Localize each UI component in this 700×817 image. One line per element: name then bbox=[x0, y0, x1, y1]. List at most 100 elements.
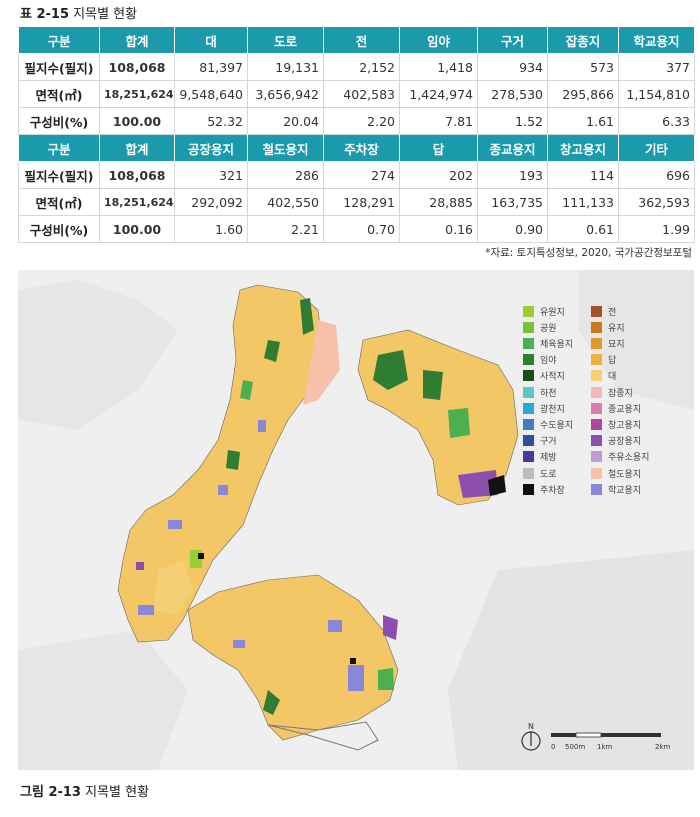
table-cell: 402,583 bbox=[323, 80, 400, 108]
table-cell: 2.20 bbox=[323, 107, 400, 135]
legend-label: 광천지 bbox=[540, 404, 565, 415]
legend-label: 유지 bbox=[608, 323, 625, 334]
figure-caption-label: 그림 2-13 bbox=[20, 785, 81, 800]
column-header: 종교용지 bbox=[477, 134, 548, 162]
legend-item: 대 bbox=[591, 368, 616, 384]
legend-item: 종교용지 bbox=[591, 400, 641, 416]
legend-swatch bbox=[523, 402, 534, 414]
legend-label: 구거 bbox=[540, 437, 557, 448]
column-header: 구거 bbox=[477, 26, 548, 54]
column-header: 구분 bbox=[18, 134, 100, 162]
legend-swatch bbox=[591, 337, 602, 349]
legend-item: 주유소용지 bbox=[591, 449, 649, 465]
table-cell: 2.21 bbox=[247, 215, 324, 243]
south-island bbox=[187, 574, 399, 741]
table-cell: 402,550 bbox=[247, 188, 324, 216]
row-header: 필지수(필지) bbox=[18, 53, 100, 81]
table-caption: 표 2-15 지목별 현황 bbox=[20, 3, 137, 22]
table-cell: 362,593 bbox=[618, 188, 695, 216]
legend-swatch bbox=[591, 321, 602, 333]
legend-item: 제방 bbox=[523, 449, 557, 465]
figure-caption-title: 지목별 현황 bbox=[85, 785, 150, 800]
column-header: 전 bbox=[323, 26, 400, 54]
table-header-row: 구분 합계 공장용지 철도용지 주차장 답 종교용지 창고용지 기타 bbox=[18, 134, 695, 162]
legend-item: 사적지 bbox=[523, 368, 565, 384]
column-header: 합계 bbox=[99, 134, 175, 162]
table-row: 면적(㎡) 18,251,624 292,092 402,550 128,291 28,8… bbox=[18, 188, 695, 216]
scale-bar-graphic: 0 500m 1km 2km bbox=[551, 732, 671, 751]
row-header: 구성비(%) bbox=[18, 215, 100, 243]
table-cell: 114 bbox=[547, 161, 619, 189]
column-header: 임야 bbox=[399, 26, 478, 54]
column-header: 대 bbox=[174, 26, 248, 54]
column-header: 답 bbox=[399, 134, 478, 162]
table-row: 구성비(%) 100.00 1.60 2.21 0.70 0.16 0.90 0.61 1.99 bbox=[18, 215, 695, 243]
scale-label-500m: 500m bbox=[565, 743, 585, 751]
legend-swatch bbox=[523, 418, 534, 430]
legend-item: 전 bbox=[591, 303, 616, 319]
legend-label: 수도용지 bbox=[540, 420, 574, 431]
column-header: 잡종지 bbox=[547, 26, 619, 54]
table-cell: 100.00 bbox=[99, 107, 175, 135]
scale-bar: 0 500m 1km 2km bbox=[551, 727, 671, 757]
legend-swatch bbox=[591, 370, 602, 382]
table-cell: 1.60 bbox=[174, 215, 248, 243]
column-header: 기타 bbox=[618, 134, 695, 162]
table-cell: 18,251,624 bbox=[99, 80, 175, 108]
legend-swatch bbox=[591, 467, 602, 479]
legend-label: 철도용지 bbox=[608, 469, 642, 480]
column-header: 도로 bbox=[247, 26, 324, 54]
legend-item: 공장용지 bbox=[591, 433, 641, 449]
table-cell: 2,152 bbox=[323, 53, 400, 81]
table-caption-label: 표 2-15 bbox=[20, 7, 70, 22]
legend-item: 도로 bbox=[523, 465, 557, 481]
legend-label: 체육용지 bbox=[540, 339, 574, 350]
source-note: *자료: 토지특성정보, 2020, 국가공간정보포털 bbox=[485, 247, 692, 259]
land-category-table: 구분 합계 대 도로 전 임야 구거 잡종지 학교용지 필지수(필지) 108,068 81,397 1… bbox=[18, 26, 695, 243]
row-header: 구성비(%) bbox=[18, 107, 100, 135]
legend-swatch bbox=[591, 483, 602, 495]
legend-swatch bbox=[591, 402, 602, 414]
row-header: 면적(㎡) bbox=[18, 188, 100, 216]
table-cell: 81,397 bbox=[174, 53, 248, 81]
legend-swatch bbox=[523, 435, 534, 447]
legend-label: 도로 bbox=[540, 469, 557, 480]
legend-label: 유원지 bbox=[540, 307, 565, 318]
legend-item: 유원지 bbox=[523, 303, 565, 319]
legend-label: 창고용지 bbox=[608, 420, 642, 431]
table-caption-title: 지목별 현황 bbox=[73, 7, 138, 22]
table-cell: 7.81 bbox=[399, 107, 478, 135]
table-cell: 274 bbox=[323, 161, 400, 189]
table-cell: 377 bbox=[618, 53, 695, 81]
legend-swatch bbox=[591, 305, 602, 317]
legend-label: 묘지 bbox=[608, 339, 625, 350]
table-cell: 0.90 bbox=[477, 215, 548, 243]
table-cell: 286 bbox=[247, 161, 324, 189]
legend-item: 임야 bbox=[523, 352, 557, 368]
scale-label-0: 0 bbox=[551, 743, 555, 751]
legend-item: 주차장 bbox=[523, 481, 565, 497]
legend-swatch bbox=[523, 386, 534, 398]
legend-label: 전 bbox=[608, 307, 617, 318]
table-cell: 202 bbox=[399, 161, 478, 189]
table-cell: 6.33 bbox=[618, 107, 695, 135]
legend-item: 체육용지 bbox=[523, 335, 573, 351]
table-cell: 108,068 bbox=[99, 53, 175, 81]
legend-label: 공원 bbox=[540, 323, 557, 334]
legend-label: 학교용지 bbox=[608, 485, 642, 496]
table-cell: 0.61 bbox=[547, 215, 619, 243]
legend-item: 답 bbox=[591, 352, 616, 368]
table-cell: 292,092 bbox=[174, 188, 248, 216]
scale-label-2km: 2km bbox=[655, 743, 671, 751]
legend-swatch bbox=[591, 435, 602, 447]
table-cell: 934 bbox=[477, 53, 548, 81]
figure-caption: 그림 2-13 지목별 현황 bbox=[20, 781, 149, 800]
table-cell: 1.99 bbox=[618, 215, 695, 243]
legend-item: 학교용지 bbox=[591, 481, 641, 497]
legend-swatch bbox=[591, 386, 602, 398]
table-row: 면적(㎡) 18,251,624 9,548,640 3,656,942 402,583… bbox=[18, 80, 695, 108]
map-graphic bbox=[18, 270, 694, 770]
table-cell: 295,866 bbox=[547, 80, 619, 108]
table-cell: 20.04 bbox=[247, 107, 324, 135]
legend-label: 공장용지 bbox=[608, 437, 642, 448]
